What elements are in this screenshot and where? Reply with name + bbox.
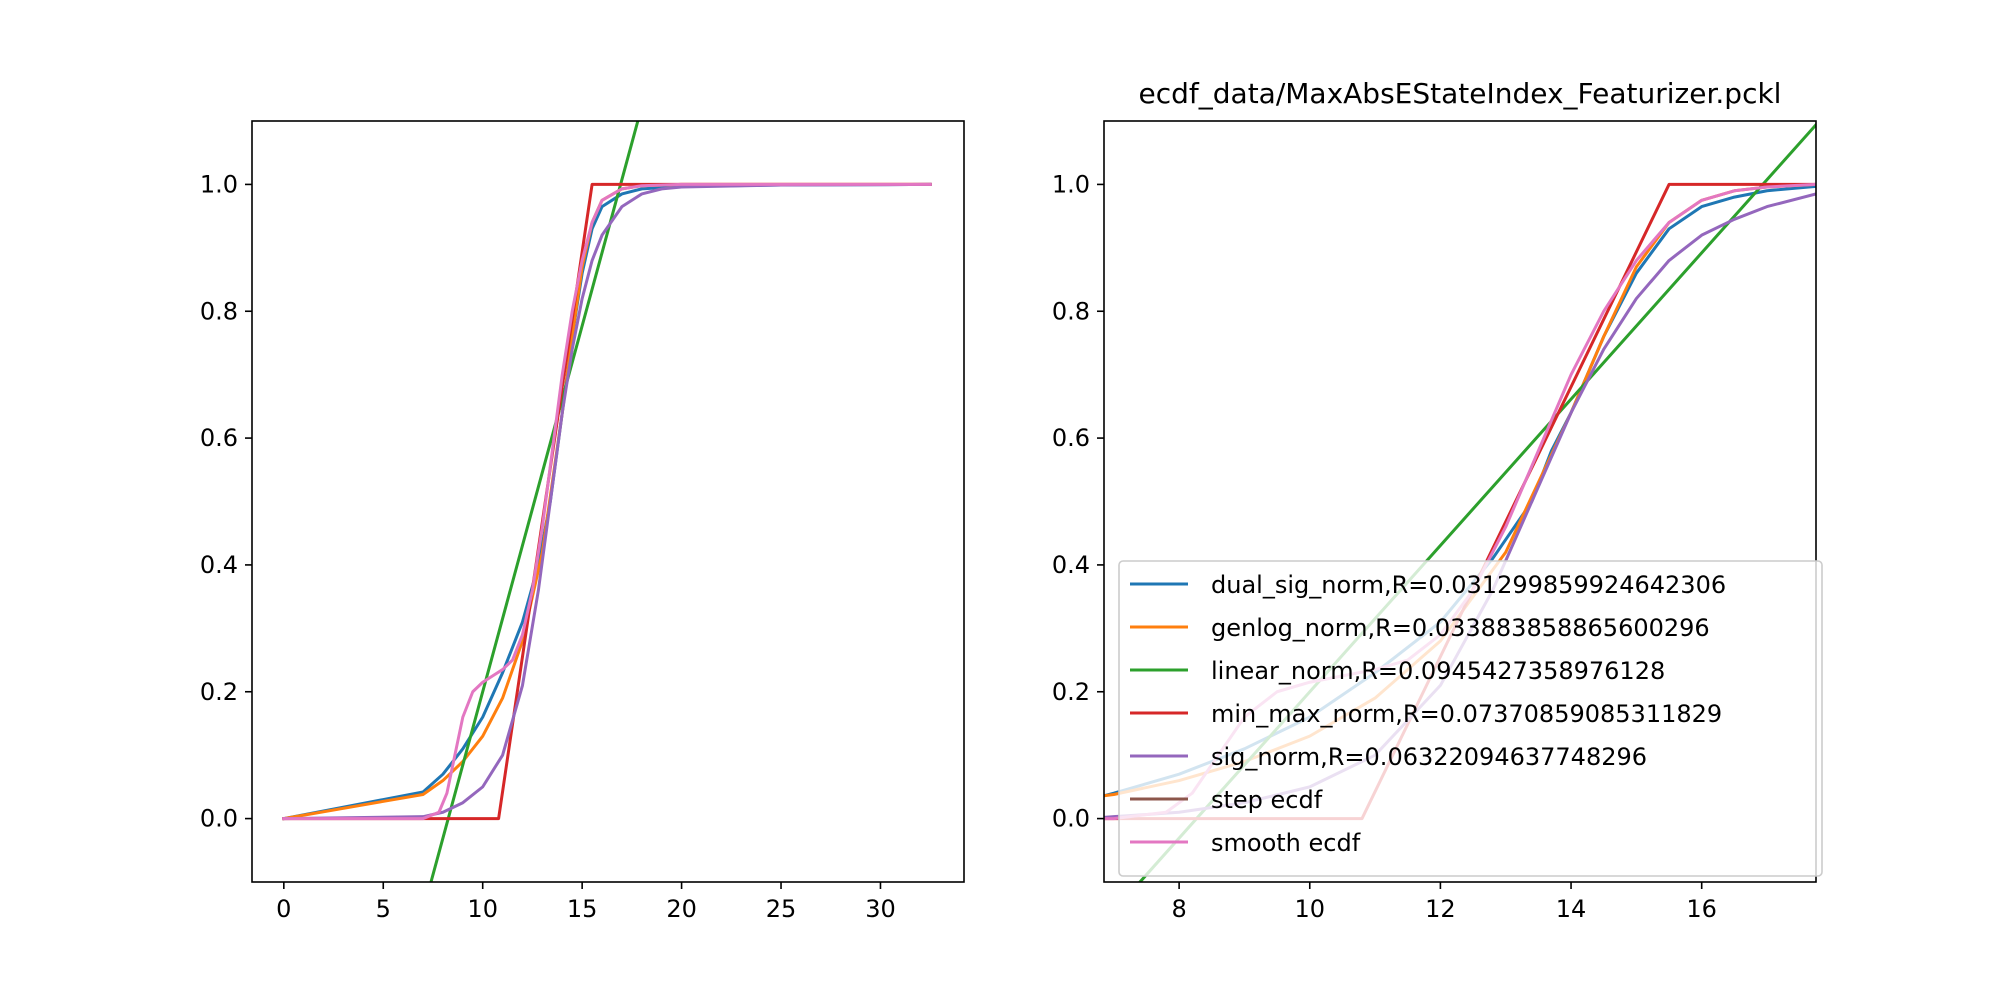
left-xtick-label: 0 (276, 895, 291, 923)
legend-entry-5: step ecdf (1211, 786, 1323, 814)
left-xtick-label: 15 (567, 895, 598, 923)
left-xtick-label: 30 (865, 895, 896, 923)
right-xtick-label: 16 (1686, 895, 1717, 923)
right-xtick-label: 8 (1171, 895, 1186, 923)
right-ytick-label: 0.8 (1052, 297, 1090, 325)
left-xtick-label: 25 (766, 895, 797, 923)
left-ytick-label: 0.8 (200, 297, 238, 325)
left-plot: 0 5 10 15 20 25 30 0.0 0.2 0.4 0.6 0.8 1.0 (200, 120, 965, 923)
left-xtick-label: 20 (666, 895, 697, 923)
right-axes-frame (1103, 120, 1817, 883)
legend-entry-6: smooth ecdf (1211, 829, 1361, 857)
right-plot-title: ecdf_data/MaxAbsEStateIndex_Featurizer.p… (1139, 77, 1782, 110)
legend-entry-2: linear_norm,R=0.0945427358976128 (1211, 657, 1665, 685)
legend-box (1118, 560, 1823, 877)
left-ytick-label: 0.2 (200, 678, 238, 706)
right-ytick-label: 0.6 (1052, 424, 1090, 452)
legend-entry-1: genlog_norm,R=0.033883858865600296 (1211, 614, 1710, 642)
right-ytick-label: 0.4 (1052, 551, 1090, 579)
right-ytick-label: 0.2 (1052, 678, 1090, 706)
left-series-line-2 (429, 121, 640, 882)
right-xtick-label: 12 (1425, 895, 1456, 923)
left-series-line-4 (282, 182, 932, 821)
left-ytick-label: 0.6 (200, 424, 238, 452)
right-plot: ecdf_data/MaxAbsEStateIndex_Featurizer.p… (1052, 77, 1823, 923)
right-ytick-label: 0.0 (1052, 805, 1090, 833)
right-xtick-label: 10 (1294, 895, 1325, 923)
left-xtick-label: 10 (467, 895, 498, 923)
left-ytick-label: 0.0 (200, 805, 238, 833)
legend-entry-0: dual_sig_norm,R=0.031299859924642306 (1211, 571, 1726, 599)
right-ytick-label: 1.0 (1052, 170, 1090, 198)
legend-entry-3: min_max_norm,R=0.07370859085311829 (1211, 700, 1722, 728)
left-xtick-label: 5 (376, 895, 391, 923)
legend-entry-4: sig_norm,R=0.06322094637748296 (1211, 743, 1647, 771)
left-axes-frame (251, 120, 965, 883)
left-series-line-6 (282, 182, 932, 821)
left-ytick-label: 1.0 (200, 170, 238, 198)
left-ytick-label: 0.4 (200, 551, 238, 579)
right-xtick-label: 14 (1556, 895, 1587, 923)
right-legend: dual_sig_norm,R=0.031299859924642306genl… (1118, 560, 1823, 877)
left-series-group (282, 121, 932, 882)
